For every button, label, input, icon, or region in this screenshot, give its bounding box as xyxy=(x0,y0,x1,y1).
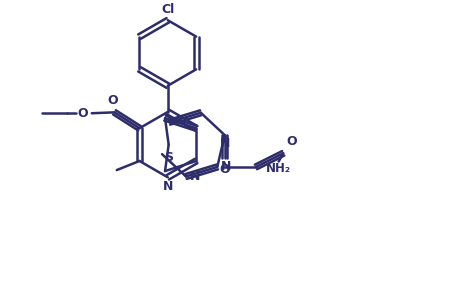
Text: O: O xyxy=(219,163,230,176)
Text: Cl: Cl xyxy=(161,3,175,16)
Text: O: O xyxy=(77,107,88,120)
Text: N: N xyxy=(163,180,173,193)
Text: N: N xyxy=(219,137,230,150)
Text: S: S xyxy=(164,151,173,163)
Text: N: N xyxy=(221,160,231,173)
Text: N: N xyxy=(190,170,200,183)
Text: O: O xyxy=(107,94,118,107)
Text: NH₂: NH₂ xyxy=(266,163,291,176)
Text: O: O xyxy=(287,135,297,148)
